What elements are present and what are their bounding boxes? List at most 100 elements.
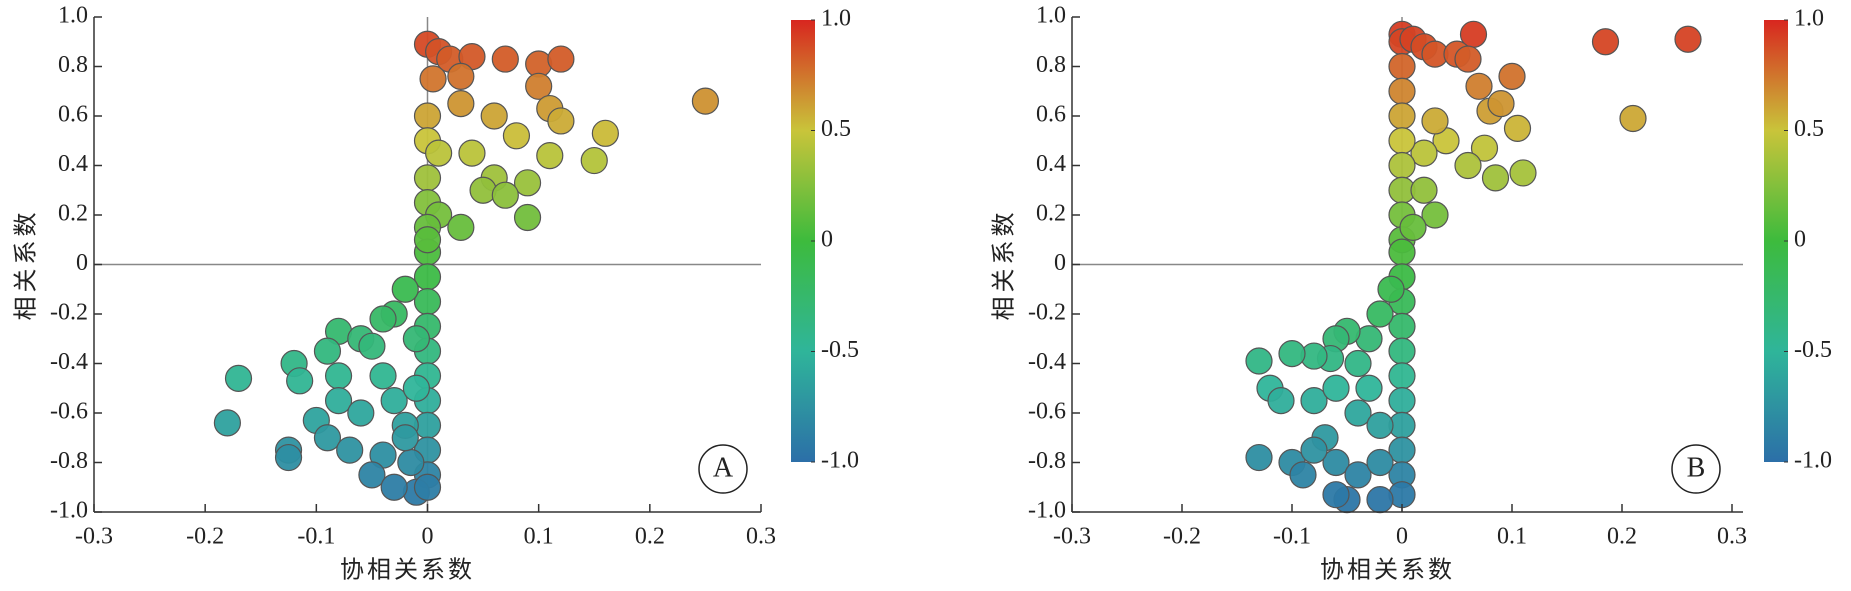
point [447,213,475,241]
point [391,424,419,452]
point [1388,337,1416,365]
x-tick-label: -0.2 [186,524,224,550]
point [1481,164,1510,192]
point [402,325,430,353]
point [591,119,619,147]
x-tick-label: -0.2 [1163,524,1201,550]
y-axis-title: 相关系数 [991,209,1018,321]
x-tick-label: 0.1 [1497,524,1527,550]
point [380,387,408,415]
point [1388,77,1416,105]
point [1366,300,1394,328]
y-tick-label: -1.0 [50,498,88,524]
point [1503,114,1532,142]
point [274,443,303,472]
point [1322,448,1350,477]
point [413,473,442,501]
point [358,461,386,489]
point [1487,90,1515,118]
point [397,448,425,477]
x-tick-label: 0.1 [524,524,554,550]
point [1245,443,1273,472]
y-tick-label: -0.4 [1028,349,1066,375]
y-tick-label: 1.0 [1036,3,1066,29]
point [286,367,314,395]
point [1289,461,1317,489]
x-tick-label: 0.3 [746,524,776,550]
point [1410,139,1438,167]
point [513,203,542,232]
point [1322,481,1350,509]
y-axis-title: 相关系数 [13,209,40,321]
x-tick-label: 0.2 [635,524,665,550]
point [1591,28,1620,56]
y-tick-label: -0.6 [50,399,88,425]
point [1300,387,1328,415]
x-tick-label: -0.3 [1053,524,1091,550]
colorbar-tick-label: 0.5 [1794,116,1824,142]
point [1388,127,1416,155]
point [1674,25,1702,53]
point [536,142,564,170]
point [336,436,364,464]
point [419,65,447,93]
y-tick-label: 0.4 [58,151,88,177]
y-tick-label: 0.2 [58,201,88,227]
point [1421,201,1449,229]
x-axis-title: 协相关系数 [340,557,475,584]
y-tick-label: 0.2 [1036,201,1066,227]
point [380,473,408,501]
colorbar-tick-label: 1.0 [1794,6,1824,32]
point [1245,347,1273,375]
y-tick-label: 0.6 [58,102,88,128]
y-tick-label: -0.4 [50,349,88,375]
point [313,337,342,365]
point [1322,374,1350,402]
point [1399,213,1427,241]
point [580,146,608,175]
y-tick-label: -0.8 [1028,448,1066,474]
point [1619,104,1647,133]
point [1377,275,1405,303]
point [369,305,397,333]
point [224,364,253,392]
y-tick-label: -0.2 [1028,300,1066,326]
point [1267,387,1295,415]
point [447,90,475,118]
annotation: B [1687,452,1706,483]
point [1465,72,1493,100]
point [1410,176,1438,204]
x-tick-label: -0.1 [297,524,335,550]
point [1300,436,1328,464]
point [502,122,531,150]
point [491,45,519,73]
colorbar-tick-label: 0.5 [821,116,851,142]
point [458,139,486,167]
point [425,139,453,167]
point [402,374,430,402]
point [480,102,508,130]
y-tick-label: 0 [76,250,88,276]
point [347,399,375,427]
point [1366,411,1394,439]
point [513,169,542,197]
point [324,362,353,390]
point [1388,151,1416,180]
x-tick-label: 0 [422,524,434,550]
y-tick-label: 0 [1054,250,1066,276]
point [1344,349,1372,378]
y-tick-label: 1.0 [58,3,88,29]
x-tick-label: 0.2 [1607,524,1637,550]
point [213,409,241,437]
annotation: A [713,452,734,483]
point [547,45,575,73]
point [1388,102,1416,130]
point [1454,151,1482,180]
point [1388,238,1416,266]
x-tick-label: -0.3 [75,524,113,550]
point [1278,340,1306,368]
point [1388,52,1416,81]
point [1470,134,1499,162]
